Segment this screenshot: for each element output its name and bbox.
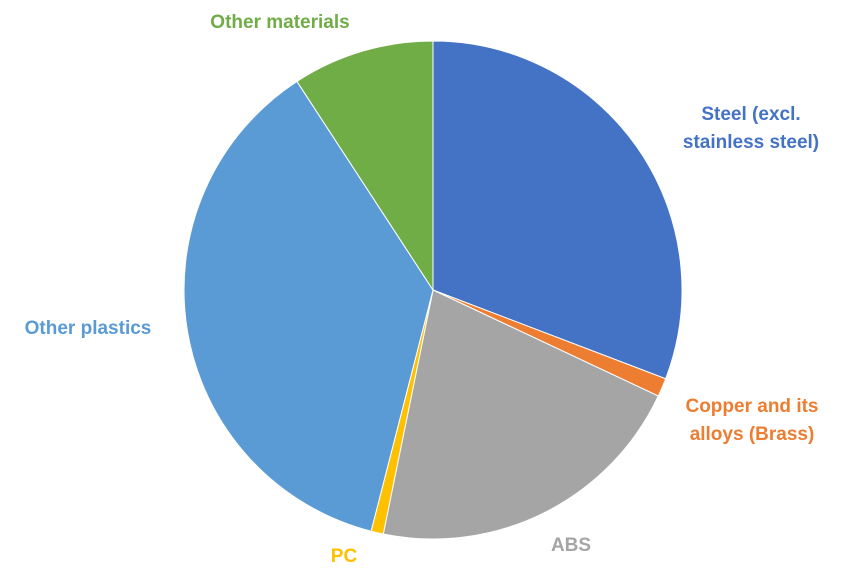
pie-slice-other-plastics xyxy=(183,80,434,532)
pie-slices xyxy=(183,40,683,540)
slice-label-steel-excl-stainless-steel: Steel (excl. stainless steel) xyxy=(683,104,819,153)
slice-label-line: ABS xyxy=(551,535,591,556)
slice-label-pc: PC xyxy=(331,546,358,567)
pie-slice-other-materials xyxy=(296,40,434,292)
slice-label-line: stainless steel) xyxy=(683,132,819,153)
slice-label-other-materials: Other materials xyxy=(210,12,349,33)
slice-label-other-plastics: Other plastics xyxy=(25,318,152,339)
slice-label-abs: ABS xyxy=(551,535,591,556)
slice-label-line: alloys (Brass) xyxy=(690,424,815,445)
slice-label-line: PC xyxy=(331,546,358,567)
slice-label-line: Copper and its xyxy=(685,396,818,417)
pie-slice-abs xyxy=(382,289,659,540)
slice-label-line: Other materials xyxy=(210,12,349,33)
slice-label-line: Steel (excl. xyxy=(701,104,800,125)
slice-labels: Steel (excl. stainless steel) Copper and i… xyxy=(25,12,819,567)
slice-label-copper-and-its-alloys-brass: Copper and its alloys (Brass) xyxy=(685,396,818,445)
slice-label-line: Other plastics xyxy=(25,318,152,339)
pie-slice-steel-excl-stainless-steel xyxy=(432,40,683,380)
